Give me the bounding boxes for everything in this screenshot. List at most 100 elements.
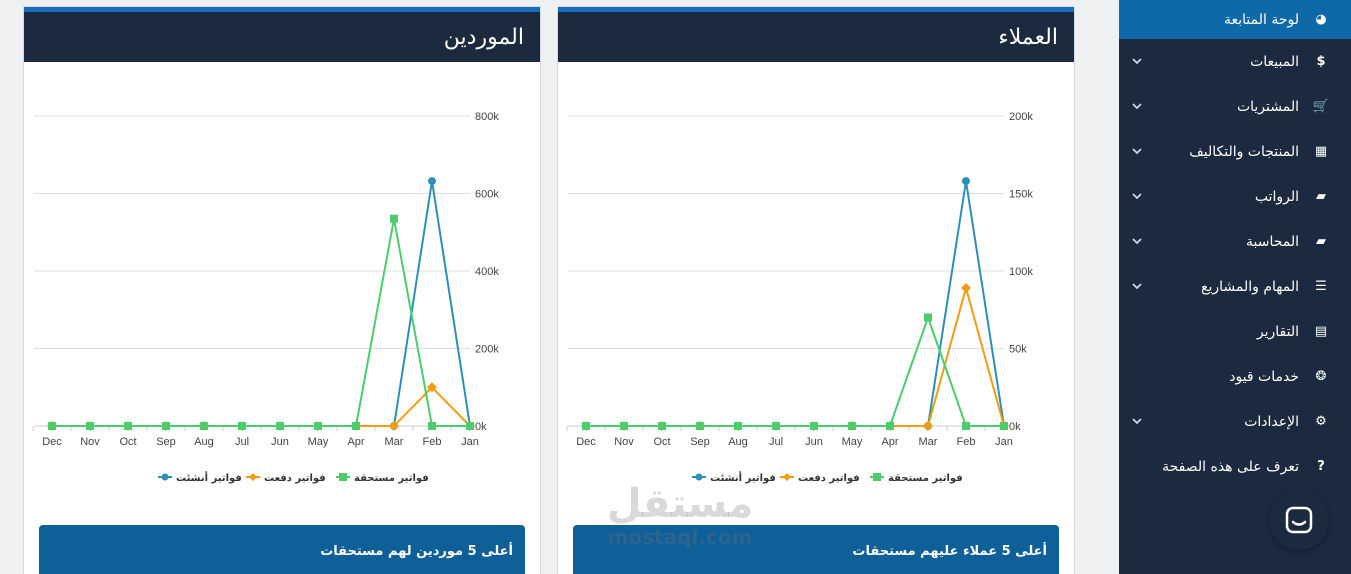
data-point [86,422,94,430]
data-point [848,422,856,430]
legend-marker [249,473,257,481]
data-point [352,422,360,430]
series-line-due [586,314,1004,427]
legend-marker [161,473,169,481]
data-point [734,422,742,430]
lifering-icon: ❂ [1315,369,1327,384]
x-tick-label: Oct [653,436,670,448]
legend-item-created: فواتير أنشئت [158,471,242,484]
sidebar-item-2[interactable]: 🛒 المشتريات [1119,84,1351,129]
chevron-down-icon[interactable] [1119,148,1155,155]
customers-top5-panel-header: أعلى 5 عملاء عليهم مستحقات [573,525,1059,574]
data-point [466,422,474,430]
chat-launcher-button[interactable] [1269,490,1329,550]
sidebar-item-10[interactable]: ? تعرف على هذه الصفحة [1119,444,1351,489]
data-point [961,283,971,294]
sidebar-item-9[interactable]: ⚙ الإعدادات [1119,399,1351,444]
series-line-due [52,218,470,427]
suppliers-card-title: الموردين [443,24,524,50]
x-tick-label: Jun [271,436,289,448]
sidebar-item-8[interactable]: ❂ خدمات قيود [1119,354,1351,399]
sidebar-item-3[interactable]: ▦ المنتجات والتكاليف [1119,129,1351,174]
data-point [427,382,437,393]
question-icon: ? [1317,459,1325,474]
suppliers-card-header: الموردين [24,12,540,62]
legend-label: فواتير دفعت [264,473,326,484]
y-tick-label: 50k [1009,344,1027,356]
x-tick-label: Jan [461,436,479,448]
chevron-down-icon[interactable] [1119,283,1155,290]
x-tick-label: Aug [194,436,214,448]
x-tick-label: Feb [957,436,976,448]
legend-label: فواتير أنشئت [710,471,776,484]
data-point [390,214,398,223]
data-point [658,422,666,430]
cart-icon: 🛒 [1312,99,1330,114]
y-tick-label: 400k [475,266,499,278]
chevron-down-icon[interactable] [1119,238,1155,245]
chevron-down-icon[interactable] [1119,418,1155,425]
folder-open-icon: ▰ [1316,234,1326,249]
x-tick-label: Jun [805,436,823,448]
x-tick-label: Jul [769,436,783,448]
sidebar-item-label: تعرف على هذه الصفحة [1162,458,1299,475]
sidebar-item-4[interactable]: ▰ الرواتب [1119,174,1351,219]
customers-card-title: العملاء [998,24,1058,50]
customers-line-chart: 0k 50k 100k 150k 200k Dec Nov Oct Sep Aug Jul Jun Ma… [566,111,1033,484]
sidebar-item-label: المشتريات [1236,98,1299,115]
chevron-down-icon[interactable] [1119,193,1155,200]
chevron-down-icon[interactable] [1119,58,1155,65]
data-point [162,422,170,430]
grid-icon: ▦ [1314,144,1328,159]
data-point [886,422,894,430]
data-point [389,421,399,431]
customers-top5-title: أعلى 5 عملاء عليهم مستحقات [852,543,1047,559]
legend-marker [339,473,347,481]
sidebar-item-6[interactable]: ☰ المهام والمشاريع [1119,264,1351,309]
y-tick-label: 0k [475,421,487,433]
data-point [962,422,970,430]
x-tick-label: May [308,436,329,448]
data-point [238,422,246,430]
x-tick-label: Feb [423,436,442,448]
sidebar-item-label: الرواتب [1254,188,1299,205]
x-tick-label: Nov [80,436,100,448]
list-icon: ☰ [1315,279,1327,294]
data-point [620,422,628,430]
suppliers-line-chart: 0k 200k 400k 600k 800k Dec Nov Oct Sep Aug Jul Jun M… [32,111,499,484]
x-tick-label: Sep [690,436,710,448]
legend-label: فواتير مستحقة [354,473,429,484]
data-point [923,421,933,431]
chevron-down-icon[interactable] [1119,103,1155,110]
data-point [48,422,56,430]
card-accent-bar [24,7,540,12]
x-tick-label: Dec [576,436,596,448]
sidebar-item-label: خدمات قيود [1229,368,1299,385]
y-tick-label: 100k [1009,266,1033,278]
y-tick-label: 150k [1009,189,1033,201]
sidebar-item-label: المهام والمشاريع [1201,278,1299,295]
series-line-created [52,180,471,427]
legend-item-paid: فواتير دفعت [246,473,326,484]
data-point [200,422,208,430]
sidebar-item-label: المبيعات [1250,53,1299,70]
legend-label: فواتير مستحقة [888,473,963,484]
sidebar-item-1[interactable]: $ المبيعات [1119,39,1351,84]
sidebar-item-7[interactable]: ▤ التقارير [1119,309,1351,354]
suppliers-top5-panel-header: أعلى 5 موردين لهم مستحقات [39,525,525,574]
sidebar-item-0[interactable]: ◕ لوحة المتابعة [1119,0,1351,39]
data-point [772,422,780,430]
series-line-paid [52,385,471,427]
y-tick-label: 600k [475,189,499,201]
series-paid [581,283,1009,431]
legend-item-due: فواتير مستحقة [870,473,963,484]
legend-label: فواتير دفعت [798,473,860,484]
data-point [276,422,284,430]
x-tick-label: Jan [995,436,1013,448]
sidebar-item-5[interactable]: ▰ المحاسبة [1119,219,1351,264]
x-tick-label: Dec [42,436,62,448]
legend-item-created: فواتير أنشئت [692,471,776,484]
data-point [314,422,322,430]
series-created [582,177,1008,430]
data-point [962,177,970,186]
